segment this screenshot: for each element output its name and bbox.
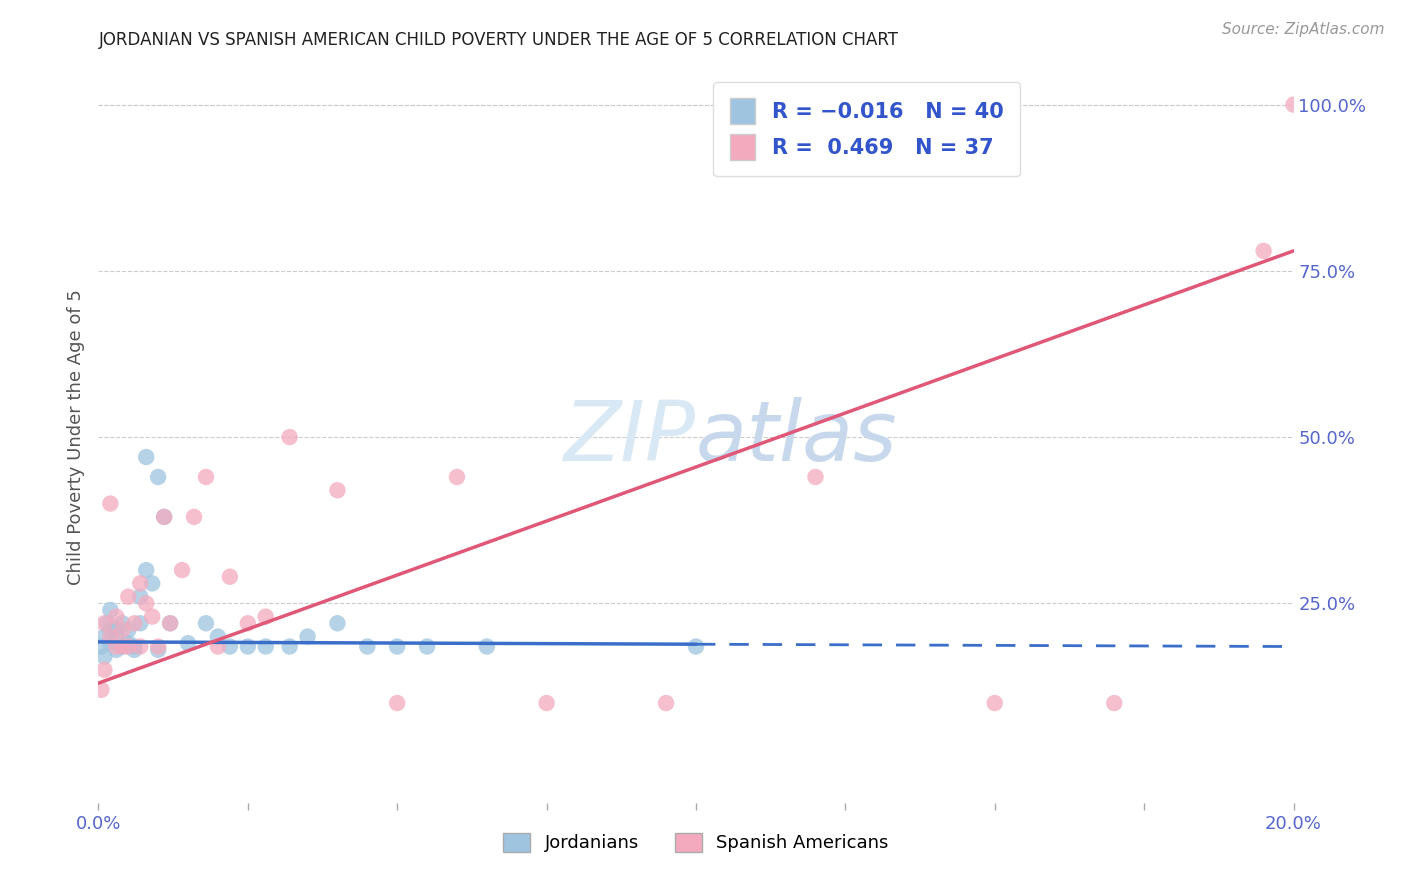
Point — [135, 450, 157, 464]
Point — [111, 623, 134, 637]
Point — [207, 640, 229, 654]
Point — [655, 696, 678, 710]
Point — [129, 616, 152, 631]
Point — [148, 470, 170, 484]
Point — [195, 616, 218, 631]
Point — [446, 470, 468, 484]
Point — [219, 570, 242, 584]
Point — [148, 640, 170, 654]
Point — [1253, 244, 1275, 258]
Point — [93, 630, 115, 644]
Point — [172, 563, 194, 577]
Point — [124, 616, 146, 631]
Point — [236, 616, 259, 631]
Point — [124, 640, 146, 654]
Point — [96, 616, 118, 631]
Point — [153, 509, 176, 524]
Point — [278, 640, 301, 654]
Point — [804, 470, 827, 484]
Point — [117, 636, 139, 650]
Point — [153, 509, 176, 524]
Point — [685, 640, 707, 654]
Text: atlas: atlas — [696, 397, 897, 477]
Point — [984, 696, 1007, 710]
Legend: Jordanians, Spanish Americans: Jordanians, Spanish Americans — [496, 826, 896, 860]
Point — [326, 616, 349, 631]
Point — [98, 623, 122, 637]
Point — [93, 649, 115, 664]
Point — [135, 596, 157, 610]
Point — [105, 640, 128, 654]
Point — [326, 483, 349, 498]
Text: Source: ZipAtlas.com: Source: ZipAtlas.com — [1222, 22, 1385, 37]
Y-axis label: Child Poverty Under the Age of 5: Child Poverty Under the Age of 5 — [66, 289, 84, 585]
Point — [98, 603, 122, 617]
Point — [129, 590, 152, 604]
Point — [93, 663, 115, 677]
Point — [141, 576, 163, 591]
Point — [141, 609, 163, 624]
Point — [98, 497, 122, 511]
Point — [148, 643, 170, 657]
Point — [117, 640, 139, 654]
Point — [105, 609, 128, 624]
Point — [385, 640, 409, 654]
Text: ZIP: ZIP — [564, 397, 696, 477]
Point — [297, 630, 319, 644]
Point — [475, 640, 498, 654]
Point — [254, 640, 277, 654]
Point — [219, 640, 242, 654]
Point — [159, 616, 181, 631]
Point — [183, 509, 205, 524]
Point — [111, 640, 134, 654]
Point — [124, 643, 146, 657]
Point — [536, 696, 558, 710]
Text: JORDANIAN VS SPANISH AMERICAN CHILD POVERTY UNDER THE AGE OF 5 CORRELATION CHART: JORDANIAN VS SPANISH AMERICAN CHILD POVE… — [98, 31, 898, 49]
Point — [207, 630, 229, 644]
Point — [98, 630, 122, 644]
Point — [117, 623, 139, 637]
Point — [356, 640, 378, 654]
Point — [195, 470, 218, 484]
Point — [105, 623, 128, 637]
Point — [105, 643, 128, 657]
Point — [117, 590, 139, 604]
Point — [416, 640, 439, 654]
Point — [105, 630, 128, 644]
Point — [1104, 696, 1126, 710]
Point — [90, 682, 112, 697]
Point — [254, 609, 277, 624]
Point — [98, 636, 122, 650]
Point — [278, 430, 301, 444]
Point — [1282, 97, 1305, 112]
Point — [135, 563, 157, 577]
Point — [385, 696, 409, 710]
Point — [236, 640, 259, 654]
Point — [129, 640, 152, 654]
Point — [159, 616, 181, 631]
Point — [111, 616, 134, 631]
Point — [117, 640, 139, 654]
Point — [129, 576, 152, 591]
Point — [177, 636, 200, 650]
Point — [93, 616, 115, 631]
Point — [111, 640, 134, 654]
Point — [90, 640, 112, 654]
